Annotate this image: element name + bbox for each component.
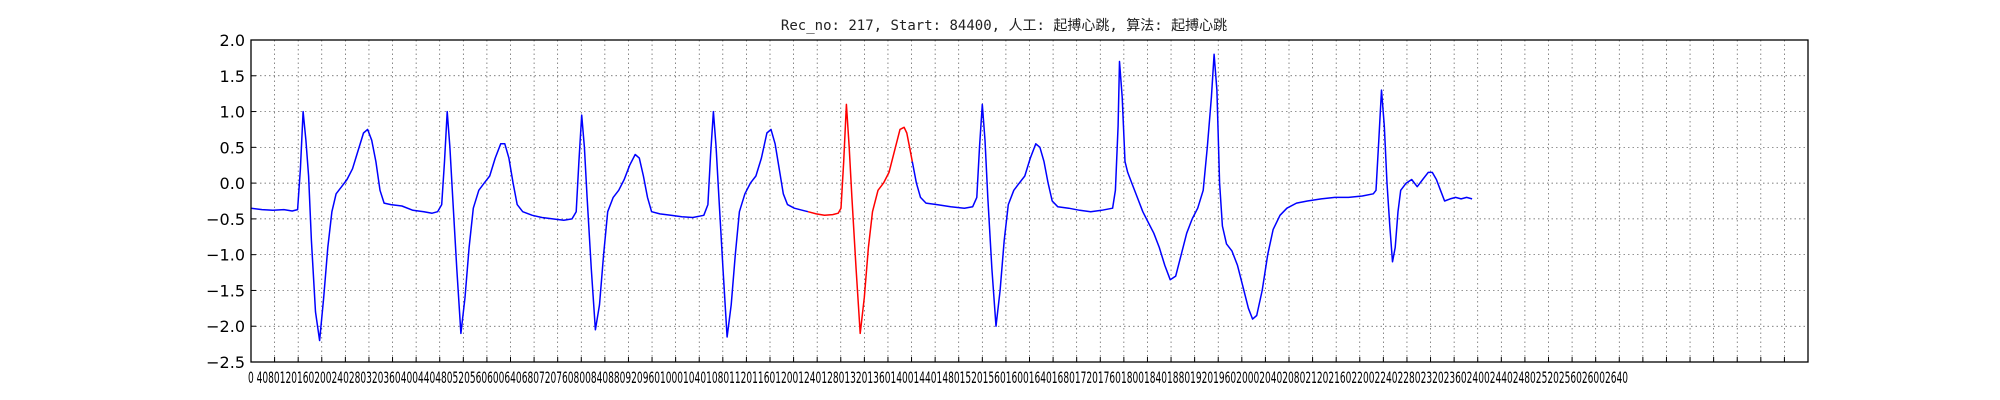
y-tick-label: 0.0 (220, 174, 245, 193)
y-tick-label: 0.5 (220, 138, 245, 157)
grid-lines (250, 40, 1809, 362)
y-axis-ticks: 2.0 1.5 1.0 0.5 0.0 −0.5 −1.0 −1.5 −2.0 −2.5 (206, 31, 256, 372)
chart-title: Rec_no: 217, Start: 84400, 人工: 起搏心跳, 算法:… (781, 17, 1227, 34)
y-tick-label: 1.5 (220, 67, 245, 86)
plot-area-frame (250, 39, 1809, 363)
ecg-trace-before (250, 110, 809, 342)
y-tick-label: 2.0 (220, 31, 245, 50)
ecg-trace-after (911, 53, 1473, 327)
ecg-trace-annotated_beat (807, 103, 914, 335)
x-tick-labels: 0 40801201602002402803203604004404805205… (248, 368, 1628, 387)
y-tick-label: −2.5 (206, 353, 245, 372)
y-tick-label: −2.0 (206, 317, 245, 336)
y-tick-label: −1.0 (206, 246, 245, 265)
y-tick-label: −1.5 (206, 281, 245, 300)
series-lines (250, 53, 1473, 342)
y-tick-label: −0.5 (206, 210, 245, 229)
y-tick-label: 1.0 (220, 103, 245, 122)
